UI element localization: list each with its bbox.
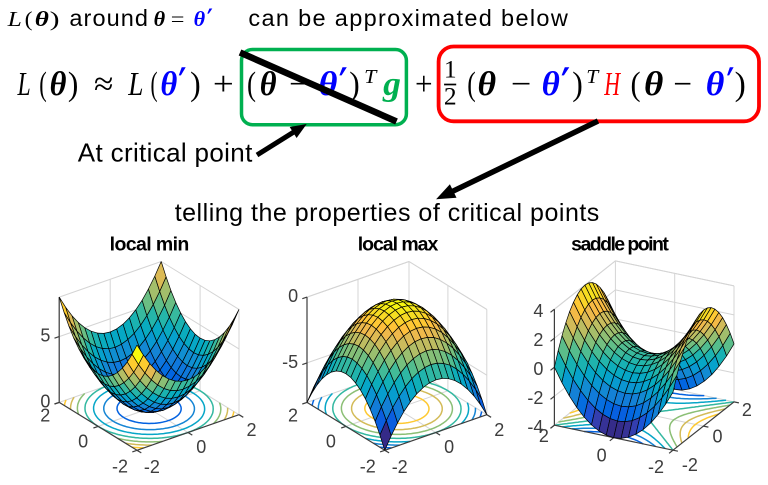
svg-text:θ: θ (478, 66, 497, 103)
svg-text:≈: ≈ (94, 66, 113, 103)
svg-text:): ) (68, 66, 79, 103)
svg-text:telling the properties of crit: telling the properties of critical point… (175, 199, 600, 227)
svg-text:θ: θ (35, 7, 49, 31)
svg-text:L: L (17, 66, 31, 103)
svg-text:g: g (382, 66, 401, 103)
svg-text:): ) (349, 66, 360, 103)
svg-text:θ: θ (644, 66, 664, 103)
svg-text:(: ( (39, 66, 47, 103)
svg-text:2: 2 (40, 405, 50, 425)
svg-text:0: 0 (533, 359, 543, 379)
svg-text:-2: -2 (360, 456, 376, 476)
svg-text:saddle point: saddle point (571, 234, 669, 256)
svg-text:−: − (511, 66, 531, 103)
svg-text:-2: -2 (392, 457, 408, 477)
svg-text:θ: θ (194, 7, 206, 31)
svg-text:0: 0 (196, 437, 206, 457)
svg-text:): ) (50, 7, 60, 31)
svg-text:local min: local min (110, 234, 190, 256)
svg-text:+: + (415, 66, 433, 103)
svg-text:(: ( (247, 66, 256, 103)
svg-text:+: + (213, 66, 234, 103)
svg-text:T: T (586, 66, 600, 88)
svg-text:−: − (673, 66, 692, 103)
svg-text:(: ( (151, 66, 158, 103)
svg-text:θ: θ (542, 66, 561, 103)
svg-text:L: L (6, 7, 21, 31)
svg-text:0: 0 (712, 426, 722, 446)
svg-text:2: 2 (494, 420, 504, 440)
svg-text:-2: -2 (527, 388, 543, 408)
svg-text:2: 2 (246, 420, 256, 440)
svg-text:around: around (69, 5, 148, 31)
svg-text:2: 2 (288, 405, 298, 425)
svg-text:4: 4 (533, 301, 543, 321)
svg-text:-4: -4 (527, 417, 543, 437)
svg-text:2: 2 (533, 330, 543, 350)
svg-text:0: 0 (78, 431, 88, 451)
svg-text:0: 0 (288, 286, 298, 306)
svg-text:θ: θ (260, 66, 277, 103)
svg-text:T: T (364, 66, 378, 88)
svg-text:L: L (127, 66, 143, 103)
svg-text:-2: -2 (144, 457, 160, 477)
svg-text:θ: θ (154, 7, 166, 31)
svg-text:0: 0 (597, 446, 607, 466)
svg-text:θ: θ (50, 66, 67, 103)
svg-text:2: 2 (444, 82, 457, 111)
svg-text:θ: θ (160, 66, 177, 103)
svg-text:-2: -2 (682, 455, 698, 475)
svg-text:0: 0 (444, 437, 454, 457)
svg-text:0: 0 (326, 431, 336, 451)
svg-text:(: ( (631, 66, 641, 103)
svg-text:local max: local max (358, 234, 439, 256)
svg-text:1: 1 (444, 55, 457, 84)
svg-text:(: ( (467, 66, 476, 103)
svg-text:can be approximated below: can be approximated below (248, 5, 568, 31)
svg-text:0: 0 (40, 391, 50, 411)
svg-text:2: 2 (742, 400, 752, 420)
svg-text:θ: θ (706, 66, 725, 103)
svg-text:-2: -2 (648, 457, 664, 477)
svg-text:5: 5 (40, 326, 50, 346)
svg-text:H: H (604, 66, 622, 103)
svg-text:2: 2 (539, 426, 549, 446)
svg-text:): ) (190, 66, 201, 103)
svg-text:-2: -2 (112, 456, 128, 476)
svg-text:At critical point: At critical point (78, 138, 253, 168)
svg-text:(: ( (25, 7, 33, 31)
svg-text:=: = (171, 7, 185, 31)
svg-text:-5: -5 (282, 352, 298, 372)
svg-text:): ) (735, 66, 746, 103)
svg-text:): ) (572, 66, 583, 103)
